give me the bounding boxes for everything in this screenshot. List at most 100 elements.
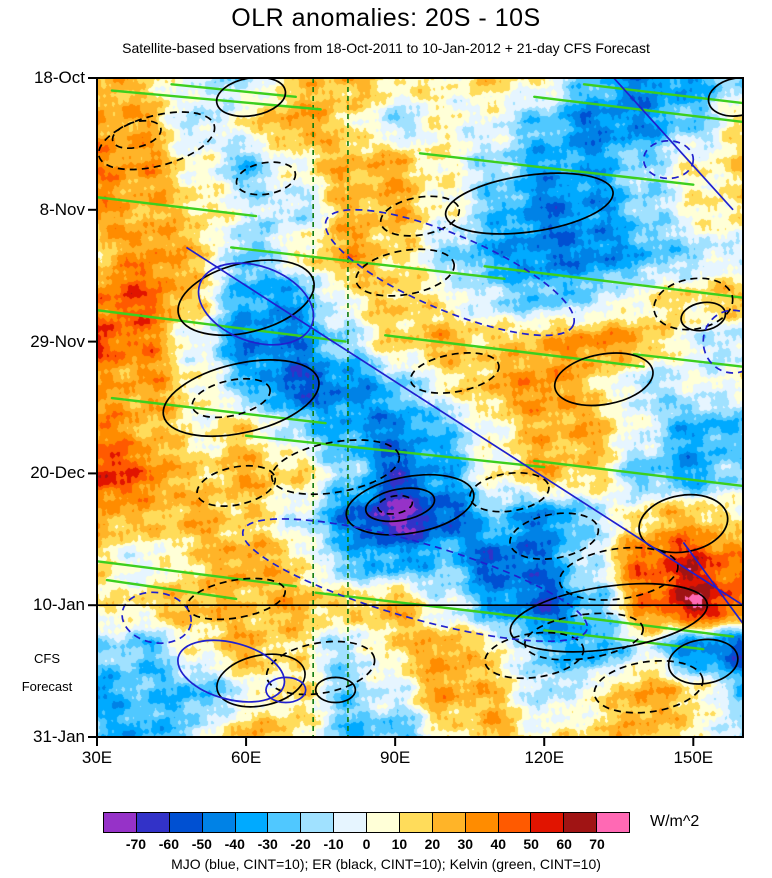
er-wave-contour [364,487,436,523]
kelvin-wave-contour [105,578,238,601]
er-wave-contour [355,248,456,297]
mjo-contour [241,518,589,643]
er-wave-contour [409,352,500,394]
er-wave-contour [484,631,585,680]
x-axis-tick-label: 60E [230,748,262,767]
colorbar-segment [531,813,565,832]
plot-frame [96,77,744,738]
kelvin-wave-contour [543,629,705,651]
er-wave-contour [177,259,315,337]
er-wave-contour [553,352,654,407]
colorbar-segment [367,813,400,832]
colorbar-segment [235,813,269,832]
colorbar-tick-label: -20 [290,836,311,852]
er-wave-contour [707,78,743,117]
colorbar-segment [399,813,433,832]
kelvin-wave-contour [229,246,506,281]
er-wave-contour [265,640,376,696]
mjo-contour [265,676,307,704]
er-wave-contour [379,195,461,237]
er-wave-contour [509,582,709,653]
colorbar-segment [169,813,203,832]
colorbar-tick-label: 10 [391,836,408,852]
colorbar-segment [268,813,302,832]
colorbar-segment [564,813,598,832]
kelvin-wave-contour [582,616,735,638]
wave-contour-overlay [88,77,744,746]
colorbar-labels: -70 -60 -50 -40 -30 -20 -10 0 10 20 30 40 50 60 70 [103,836,630,854]
chart-title: OLR anomalies: 20S - 10S [231,4,541,32]
kelvin-wave-contour [110,396,327,425]
mjo-contour [177,639,286,703]
colorbar-tick-label: 60 [556,836,572,852]
colorbar-tick-label: -40 [224,836,245,852]
kelvin-wave-contour [384,334,645,368]
kelvin-wave-contour [533,95,743,124]
kelvin-wave-contour [97,560,297,588]
colorbar-tick-label: -30 [257,836,278,852]
er-wave-contour [638,493,729,554]
er-wave-contour [216,653,306,708]
er-wave-contour [653,277,734,331]
colorbar-units-label: W/m^2 [650,813,700,830]
colorbar-tick-label: -70 [125,836,147,852]
colorbar-tick-label: 70 [589,836,605,852]
kelvin-wave-contour [418,152,695,186]
colorbar-segment [432,813,466,832]
er-wave-contour [345,473,475,536]
colorbar-segment [104,813,137,832]
y-axis-tick-label: 29-Nov [30,331,85,351]
colorbar-segment [597,813,629,832]
er-wave-contour [509,512,600,560]
mjo-contour [121,591,193,645]
er-wave-contour [215,78,287,118]
mjo-contour [197,262,315,346]
er-wave-contour [270,439,401,496]
mjo-contour-line [185,246,743,606]
kelvin-wave-contour [314,591,586,626]
y-axis-tick-label: 8-Nov [39,199,85,219]
mjo-contour [324,208,576,337]
kelvin-wave-contour [483,265,743,299]
colorbar-segment [301,813,335,832]
x-axis-tick-label: 30E [81,748,113,767]
kelvin-wave-contour [244,434,546,469]
colorbar-segment [498,813,532,832]
er-wave-contour [593,659,704,714]
chart-caption: MJO (blue, CINT=10); ER (black, CINT=10)… [171,856,601,872]
colorbar-segment [202,813,236,832]
olr-anomaly-field-canvas [97,78,743,737]
plot-area: CFS Forecast 18-Oct 8-Nov 29-Nov 20-Dec 10-J… [22,68,744,767]
er-wave-contour [469,471,550,513]
cfs-forecast-label-line2: Forecast [21,679,73,694]
kelvin-wave-contour [582,83,743,105]
colorbar-tick-label: -10 [323,836,344,852]
colorbar-segment [136,813,170,832]
x-axis-tick-label: 150E [673,748,714,767]
er-wave-contour [191,377,271,419]
x-axis-tick-label: 90E [380,748,411,767]
colorbar-tick-label: 30 [457,836,474,852]
colorbar-segment [465,813,499,832]
er-wave-contour [314,676,357,704]
chart-subtitle: Satellite-based bservations from 18-Oct-… [122,40,650,56]
er-wave-contour [524,612,644,661]
er-wave-contour [235,161,297,196]
colorbar-tick-label: 40 [490,836,507,852]
cfs-forecast-label-line1: CFS [34,651,60,666]
y-axis-tick-label: 20-Dec [30,463,85,483]
er-wave-contour [162,359,320,438]
mjo-contour-line [613,78,734,211]
x-axis-tick-label: 120E [524,748,565,767]
y-axis-tick-label: 10-Jan [33,595,85,615]
er-wave-contour [667,638,739,685]
er-wave-contour [558,546,679,601]
colorbar-tick-label: 20 [424,836,441,852]
mjo-contour [642,139,695,180]
colorbar-tick-label: -60 [158,836,179,852]
y-axis-tick-label: 18-Oct [33,68,85,87]
colorbar-tick-label: -50 [191,836,212,852]
colorbar-tick-label: 50 [523,836,539,852]
kelvin-wave-contour [632,352,743,368]
